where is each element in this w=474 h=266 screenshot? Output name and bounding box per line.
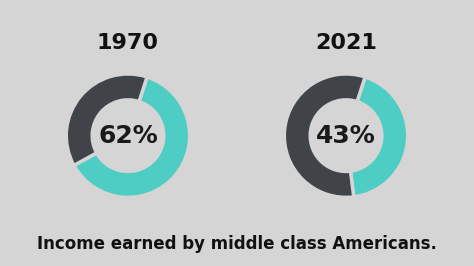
Wedge shape <box>74 77 190 197</box>
Text: 43%: 43% <box>316 124 376 148</box>
Text: Income earned by middle class Americans.: Income earned by middle class Americans. <box>37 235 437 253</box>
Wedge shape <box>66 74 147 165</box>
Text: 2021: 2021 <box>315 32 377 53</box>
Wedge shape <box>284 74 365 197</box>
Text: 1970: 1970 <box>97 32 159 53</box>
Wedge shape <box>350 77 408 197</box>
Text: 62%: 62% <box>98 124 158 148</box>
